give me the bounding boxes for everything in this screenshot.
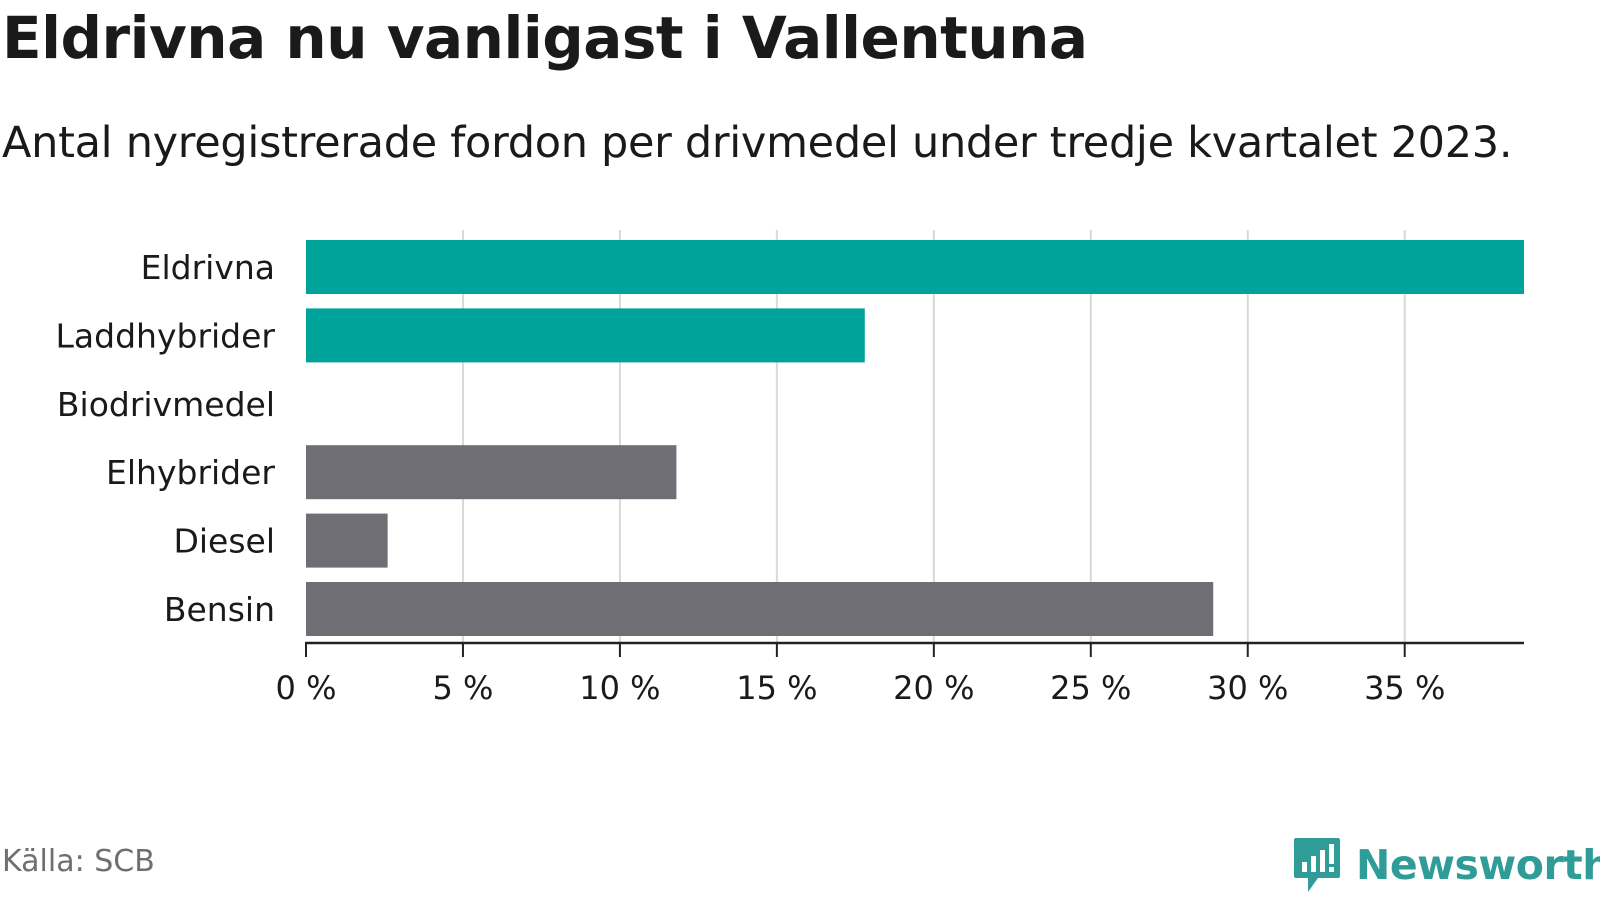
grid-lines xyxy=(461,230,1406,643)
x-axis: 0 % 5 % 10 % 15 % 20 % 25 % 30 % 35 % xyxy=(276,641,1524,707)
bars xyxy=(306,240,1524,636)
x-tick-label-0: 0 % xyxy=(276,669,337,707)
category-label-biodrivmedel: Biodrivmedel xyxy=(57,385,275,424)
category-label-elhybrider: Elhybrider xyxy=(106,453,275,492)
bar-laddhybrider xyxy=(306,308,865,363)
chart-title: Eldrivna nu vanligast i Vallentuna xyxy=(2,4,1088,72)
x-tick-label-2: 10 % xyxy=(579,669,660,707)
x-tick-label-3: 15 % xyxy=(736,669,817,707)
bar-diesel xyxy=(306,513,388,568)
category-label-eldrivna: Eldrivna xyxy=(141,248,275,287)
x-tick-label-7: 35 % xyxy=(1364,669,1445,707)
x-tick-label-5: 25 % xyxy=(1050,669,1131,707)
brand-name: Newsworthy xyxy=(1356,841,1600,889)
newsworthy-logo-icon xyxy=(1294,838,1340,892)
source-note: Källa: SCB xyxy=(2,844,155,879)
bar-elhybrider xyxy=(306,445,677,500)
category-labels: Eldrivna Laddhybrider Biodrivmedel Elhybrid… xyxy=(56,248,276,629)
category-label-diesel: Diesel xyxy=(173,522,275,561)
bar-chart: 0 % 5 % 10 % 15 % 20 % 25 % 30 % 35 % Eldrivna L… xyxy=(56,230,1524,707)
category-label-laddhybrider: Laddhybrider xyxy=(56,316,276,355)
category-label-bensin: Bensin xyxy=(164,590,275,629)
brand-logo: Newsworthy xyxy=(1292,836,1600,894)
bar-bensin xyxy=(306,582,1214,636)
x-tick-label-4: 20 % xyxy=(893,669,974,707)
x-tick-label-1: 5 % xyxy=(432,669,493,707)
bar-eldrivna xyxy=(306,240,1524,294)
x-tick-label-6: 30 % xyxy=(1207,669,1288,707)
chart-subtitle: Antal nyregistrerade fordon per drivmede… xyxy=(2,118,1513,168)
